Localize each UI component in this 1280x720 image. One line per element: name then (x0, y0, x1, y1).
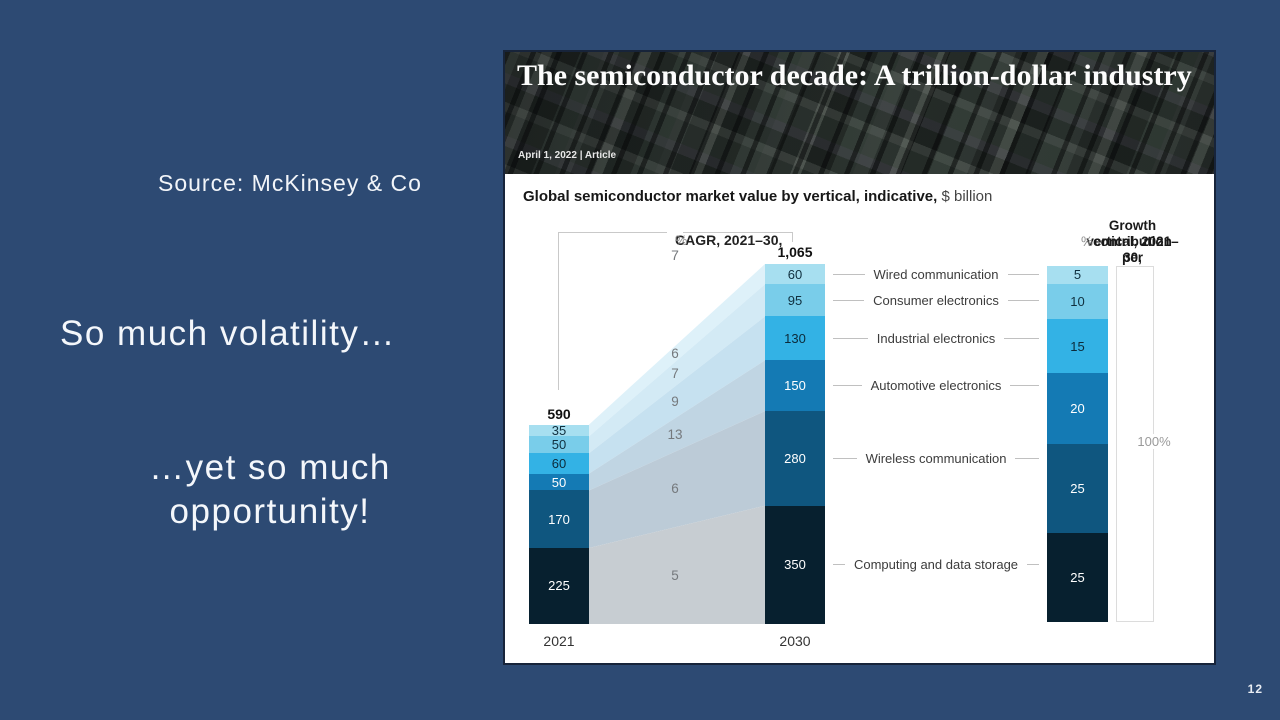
leader-line-right (1007, 299, 1039, 301)
leader-line-left (833, 564, 845, 566)
bar-2021-segment-5: 225 (529, 547, 589, 624)
growth-bar-segment-4: 25 (1047, 444, 1108, 533)
cagr-value-3: 13 (667, 426, 683, 442)
growth-bar-segment-0: 5 (1047, 266, 1108, 284)
article-date-meta: April 1, 2022 | Article (518, 150, 617, 161)
cagr-overall-value: 7 (671, 247, 679, 263)
cagr-bracket-drop-left (558, 232, 559, 390)
total-2021: 590 (547, 406, 571, 422)
cagr-value-0: 6 (671, 345, 679, 361)
slide-page-number: 12 (1247, 682, 1263, 696)
total-2030: 1,065 (777, 244, 813, 260)
category-label: Industrial electronics (876, 330, 996, 346)
bar-2021-segment-2: 60 (529, 453, 589, 474)
category-row-5: Computing and data storage (833, 556, 1039, 574)
category-row-4: Wireless communication (833, 449, 1039, 467)
leader-line-left (833, 457, 857, 459)
bar-2030-segment-0: 60 (765, 264, 825, 285)
headline-opportunity-line2: opportunity! (169, 492, 371, 531)
leader-line-left (833, 299, 865, 301)
growth-bar-segment-1: 10 (1047, 283, 1108, 320)
growth-bar-segment-2: 15 (1047, 319, 1108, 373)
bar-2021-segment-3: 50 (529, 473, 589, 491)
growth-bar-segment-5: 25 (1047, 533, 1108, 622)
cagr-bracket-label: CAGR, 2021–30, % (558, 223, 792, 248)
growth-bar-segment-3: 20 (1047, 372, 1108, 444)
category-row-0: Wired communication (833, 265, 1039, 283)
flow-wedge-5 (589, 505, 765, 624)
chart-title-unit: $ billion (937, 188, 993, 205)
category-label: Computing and data storage (853, 557, 1019, 573)
leader-line-left (833, 273, 865, 275)
x-axis-label-2021: 2021 (543, 633, 575, 649)
category-label: Wired communication (873, 266, 999, 282)
cagr-value-1: 7 (671, 366, 679, 381)
bar-2030-segment-3: 150 (765, 360, 825, 412)
leader-line-right (1015, 457, 1039, 459)
bar-2030-segment-1: 95 (765, 284, 825, 317)
headline-volatility: So much volatility… (60, 314, 396, 353)
category-row-1: Consumer electronics (833, 291, 1039, 309)
growth-contribution-header: Growth contribution per vertical, 2021–3… (1081, 218, 1179, 265)
mckinsey-article-screenshot: The semiconductor decade: A trillion-dol… (503, 50, 1216, 665)
leader-line-left (833, 385, 862, 387)
bar-2030-segment-5: 350 (765, 505, 825, 624)
bar-2021-segment-4: 170 (529, 490, 589, 548)
hundred-percent-label: 100% (1125, 434, 1183, 449)
category-label: Automotive electronics (870, 378, 1002, 394)
x-axis-label-2030: 2030 (779, 633, 811, 649)
leader-line-right (1007, 273, 1039, 275)
cagr-value-2: 9 (671, 394, 679, 410)
bar-2021-segment-1: 50 (529, 436, 589, 454)
cagr-value-4: 6 (671, 481, 679, 497)
cagr-bracket-drop-right (792, 232, 793, 242)
leader-line-right (1004, 337, 1039, 339)
bar-2030-segment-2: 130 (765, 316, 825, 361)
source-attribution: Source: McKinsey & Co (158, 170, 422, 196)
leader-line-right (1027, 564, 1039, 566)
category-row-2: Industrial electronics (833, 329, 1039, 347)
leader-line-right (1010, 385, 1039, 387)
chart-canvas: Global semiconductor market value by ver… (505, 174, 1214, 663)
chart-title: Global semiconductor market value by ver… (523, 188, 992, 205)
bar-2030-segment-4: 280 (765, 411, 825, 506)
article-title: The semiconductor decade: A trillion-dol… (517, 59, 1192, 92)
headline-opportunity-line1: …yet so much (149, 448, 391, 487)
chart-title-main: Global semiconductor market value by ver… (523, 188, 938, 205)
category-row-3: Automotive electronics (833, 377, 1039, 395)
leader-line-left (833, 337, 868, 339)
cagr-value-5: 5 (671, 567, 679, 583)
headline-opportunity: …yet so much opportunity! (95, 446, 445, 534)
cagr-bracket-line-left (558, 231, 667, 233)
article-hero-image: The semiconductor decade: A trillion-dol… (505, 52, 1214, 174)
category-label: Wireless communication (865, 450, 1007, 466)
cagr-bracket-line-right (683, 231, 792, 233)
category-label: Consumer electronics (873, 292, 999, 308)
bar-2021-segment-0: 35 (529, 424, 589, 437)
